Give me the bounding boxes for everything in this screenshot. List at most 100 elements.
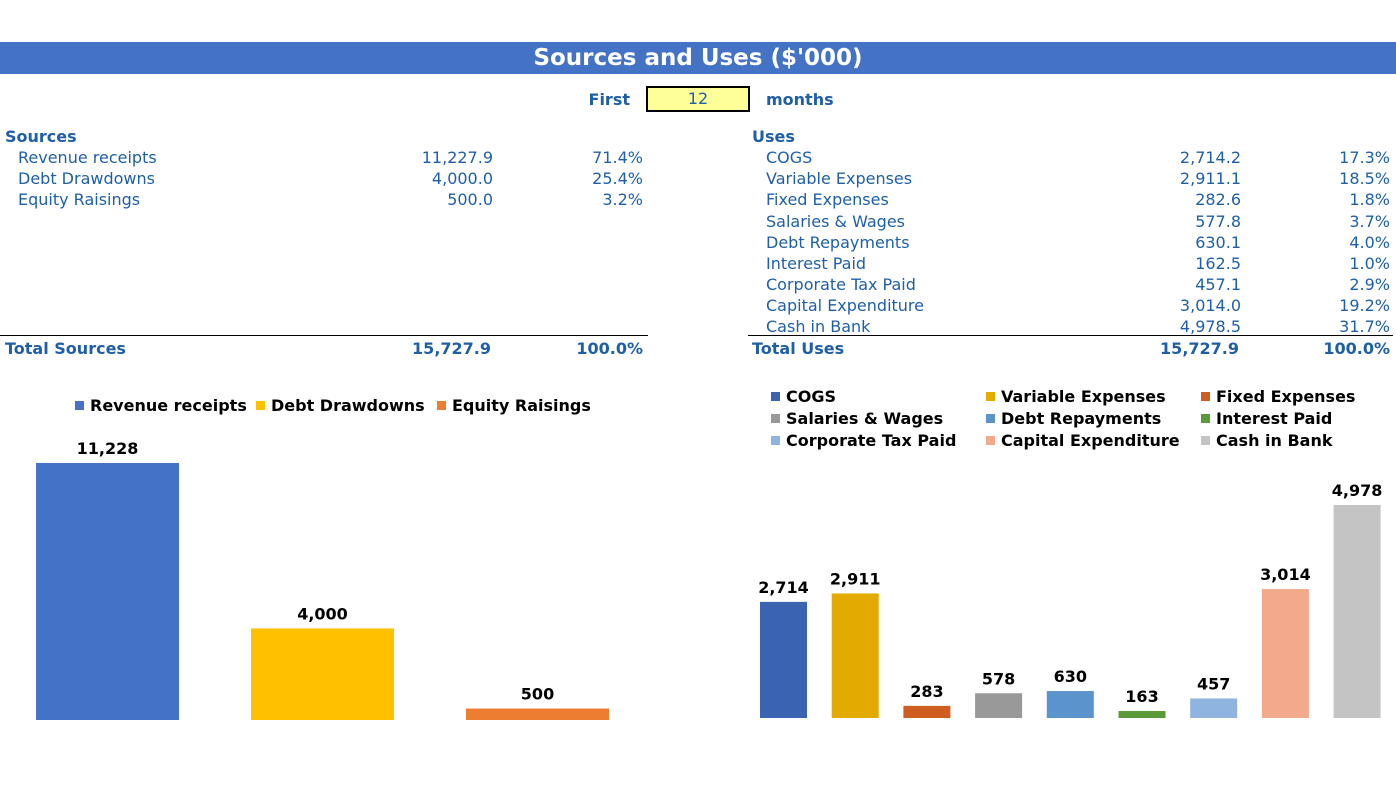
uses-table: Uses COGS 2,714.2 17.3% Variable Expense…: [700, 0, 1396, 400]
bar-capital-expenditure: [1261, 589, 1309, 718]
period-prefix: First: [588, 90, 630, 109]
bar-debt-repayments: [1046, 691, 1094, 718]
legend-swatch: [256, 401, 265, 410]
use-label: Debt Repayments: [766, 233, 910, 252]
use-value: 630.1: [1195, 233, 1241, 252]
legend-item: Variable Expenses: [986, 387, 1166, 406]
legend-swatch: [771, 392, 780, 401]
source-label: Equity Raisings: [18, 190, 141, 209]
bar-value-label: 11,228: [77, 439, 139, 458]
source-pct: 25.4%: [592, 169, 643, 188]
legend-label: Variable Expenses: [1001, 387, 1166, 406]
legend-label: Revenue receipts: [90, 396, 247, 415]
source-pct: 71.4%: [592, 148, 643, 167]
use-label: Variable Expenses: [766, 169, 913, 188]
use-pct: 19.2%: [1339, 296, 1390, 315]
legend-label: Debt Drawdowns: [271, 396, 425, 415]
sources-total-value: 15,727.9: [412, 339, 491, 358]
uses-total-rule: [748, 335, 1393, 336]
legend-item: Fixed Expenses: [1201, 387, 1355, 406]
legend-label: Fixed Expenses: [1216, 387, 1356, 406]
bar-value-label: 283: [910, 682, 943, 701]
source-value: 11,227.9: [421, 148, 493, 167]
legend-item: Cash in Bank: [1201, 431, 1333, 450]
legend-item: COGS: [771, 387, 836, 406]
use-pct: 18.5%: [1339, 169, 1390, 188]
uses-total-value: 15,727.9: [1160, 339, 1239, 358]
source-label: Debt Drawdowns: [18, 169, 155, 188]
use-pct: 17.3%: [1339, 148, 1390, 167]
period-suffix: months: [766, 90, 834, 109]
use-pct: 1.0%: [1349, 254, 1390, 273]
use-value: 4,978.5: [1179, 317, 1241, 336]
use-pct: 4.0%: [1349, 233, 1390, 252]
bar-fixed-expenses: [903, 705, 951, 718]
use-pct: 31.7%: [1339, 317, 1390, 336]
bar-cash-in-bank: [1333, 505, 1381, 718]
legend-label: Equity Raisings: [452, 396, 591, 415]
legend-item: Interest Paid: [1201, 409, 1332, 428]
legend-swatch: [986, 414, 995, 423]
bar-equity-raisings: [466, 708, 609, 720]
legend-item: Revenue receipts: [75, 396, 247, 415]
use-value: 3,014.0: [1179, 296, 1241, 315]
use-label: COGS: [766, 148, 813, 167]
legend-swatch: [437, 401, 446, 410]
legend-swatch: [986, 436, 995, 445]
use-pct: 3.7%: [1349, 212, 1390, 231]
bar-salaries-wages: [975, 693, 1023, 718]
legend-swatch: [1201, 436, 1210, 445]
legend-item: Debt Repayments: [986, 409, 1161, 428]
source-label: Revenue receipts: [18, 148, 157, 167]
legend-swatch: [771, 414, 780, 423]
source-value: 4,000.0: [431, 169, 493, 188]
bar-value-label: 2,911: [830, 569, 881, 588]
legend-swatch: [1201, 392, 1210, 401]
legend-swatch: [771, 436, 780, 445]
uses-chart-legend: COGS Variable Expenses Fixed Expenses Sa…: [700, 380, 1396, 450]
bar-corporate-tax-paid: [1190, 698, 1238, 718]
page-title: Sources and Uses ($'000): [0, 42, 1396, 74]
uses-total-pct: 100.0%: [1323, 339, 1390, 358]
use-value: 2,714.2: [1179, 148, 1241, 167]
use-label: Fixed Expenses: [766, 190, 889, 209]
sources-total-pct: 100.0%: [576, 339, 643, 358]
bar-variable-expenses: [831, 593, 879, 718]
legend-item: Corporate Tax Paid: [771, 431, 956, 450]
legend-label: Cash in Bank: [1216, 431, 1333, 450]
use-value: 162.5: [1195, 254, 1241, 273]
source-pct: 3.2%: [602, 190, 643, 209]
use-value: 2,911.1: [1179, 169, 1241, 188]
uses-bar-chart: 2,714 2,911 283 578 630 163 457 3,014 4,978: [758, 481, 1383, 718]
bar-value-label: 630: [1054, 667, 1087, 686]
legend-label: Corporate Tax Paid: [786, 431, 957, 450]
bar-value-label: 4,978: [1332, 481, 1383, 500]
use-label: Corporate Tax Paid: [766, 275, 916, 294]
bar-value-label: 4,000: [297, 604, 348, 623]
bar-value-label: 500: [521, 685, 554, 704]
use-value: 577.8: [1195, 212, 1241, 231]
legend-item: Debt Drawdowns: [256, 396, 425, 415]
use-label: Capital Expenditure: [766, 296, 924, 315]
legend-swatch: [1201, 414, 1210, 423]
bar-revenue-receipts: [36, 463, 179, 720]
use-label: Salaries & Wages: [766, 212, 905, 231]
use-label: Cash in Bank: [766, 317, 871, 336]
sources-table: Sources Revenue receipts 11,227.9 71.4% …: [0, 127, 648, 358]
sources-total-rule: [0, 335, 648, 336]
legend-swatch: [986, 392, 995, 401]
legend-label: COGS: [786, 387, 836, 406]
use-label: Interest Paid: [766, 254, 867, 273]
legend-swatch: [75, 401, 84, 410]
bar-interest-paid: [1118, 711, 1166, 718]
use-value: 282.6: [1195, 190, 1241, 209]
legend-item: Capital Expenditure: [986, 431, 1180, 450]
legend-label: Salaries & Wages: [786, 409, 944, 428]
bar-value-label: 457: [1197, 674, 1230, 693]
period-months-input[interactable]: 12: [646, 86, 750, 112]
sources-heading: Sources: [5, 127, 77, 146]
legend-item: Salaries & Wages: [771, 409, 943, 428]
bar-value-label: 3,014: [1260, 565, 1311, 584]
legend-label: Debt Repayments: [1001, 409, 1162, 428]
sources-total-label: Total Sources: [5, 339, 126, 358]
